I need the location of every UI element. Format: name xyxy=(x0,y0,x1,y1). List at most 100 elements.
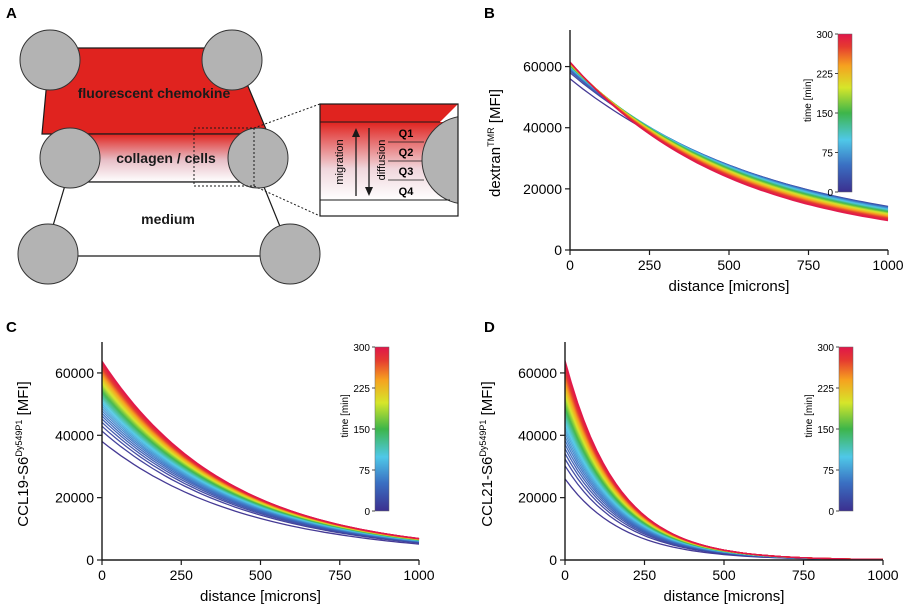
colorbar-tick-label: 150 xyxy=(816,109,833,120)
y-tick-label: 60000 xyxy=(523,59,562,75)
panel-letter-b: B xyxy=(484,5,495,22)
time-series-line xyxy=(564,392,884,561)
y-tick-label: 0 xyxy=(86,552,94,568)
time-series-line xyxy=(101,388,420,541)
time-series-line xyxy=(101,384,420,541)
series-lines xyxy=(569,61,889,222)
y-tick-label: 40000 xyxy=(55,427,94,443)
inset-pillar-circle xyxy=(421,116,458,204)
y-tick-label: 0 xyxy=(554,242,562,258)
colorbar-tick-label: 0 xyxy=(364,507,370,518)
time-series-line xyxy=(101,360,420,540)
time-series-line xyxy=(564,387,884,561)
y-axis-label: CCL19-S6Dy549P1 [MFI] xyxy=(14,381,32,526)
time-series-line xyxy=(564,373,884,561)
x-tick-label: 750 xyxy=(328,567,352,583)
colorbar-tick-label: 75 xyxy=(822,149,834,160)
time-series-line xyxy=(564,394,884,561)
time-series-line xyxy=(564,381,884,561)
y-tick-label: 60000 xyxy=(55,365,94,381)
zoom-connector xyxy=(253,103,321,129)
y-tick-label: 40000 xyxy=(523,120,562,136)
colorbar-label: time [min] xyxy=(804,394,815,438)
x-axis-label: distance [microns] xyxy=(664,588,785,605)
panel-letter-c: C xyxy=(6,319,17,336)
x-tick-label: 0 xyxy=(566,257,574,273)
y-tick-label: 20000 xyxy=(523,181,562,197)
inset-zoom: Q1 Q2 Q3 Q4 migration diffusion xyxy=(319,103,459,217)
colorbar-tick-label: 150 xyxy=(817,425,834,436)
time-series-line xyxy=(564,360,884,561)
x-tick-label: 500 xyxy=(712,567,736,583)
time-colorbar: 0 75 150 225 300 time [min] xyxy=(803,30,853,199)
time-series-line xyxy=(564,371,884,561)
y-tick-label: 20000 xyxy=(518,490,557,506)
time-series-line xyxy=(569,61,889,222)
colorbar-tick-label: 300 xyxy=(816,30,833,41)
time-series-line xyxy=(564,362,884,561)
x-axis-label: distance [microns] xyxy=(669,278,790,295)
x-tick-label: 250 xyxy=(633,567,657,583)
panel-d-chart: D0 250 500 750 10000200004000060000distance … xyxy=(478,319,899,605)
x-tick-label: 750 xyxy=(797,257,821,273)
time-series-line xyxy=(564,383,884,561)
panel-b-chart: B0 250 500 750 10000200004000060000distance … xyxy=(484,5,904,295)
time-series-line xyxy=(564,367,884,561)
series-lines xyxy=(101,360,420,545)
diffusion-label: diffusion xyxy=(376,140,388,181)
medium-chamber-label: medium xyxy=(141,211,195,227)
time-series-line xyxy=(101,440,420,545)
colorbar-gradient xyxy=(837,33,853,193)
pillar-circle xyxy=(17,223,79,285)
time-series-line xyxy=(101,390,420,541)
colorbar-tick-label: 0 xyxy=(828,507,834,518)
diffusion-down-arrow-icon xyxy=(365,128,373,196)
migration-label: migration xyxy=(334,139,346,184)
y-tick-label: 20000 xyxy=(55,490,94,506)
time-series-line xyxy=(564,379,884,561)
chemokine-chamber-label: fluorescent chemokine xyxy=(78,85,231,101)
pillar-circle xyxy=(227,127,289,189)
colorbar-label: time [min] xyxy=(340,394,351,438)
time-colorbar: 0 75 150 225 300 time [min] xyxy=(804,343,854,518)
x-tick-label: 500 xyxy=(249,567,273,583)
x-tick-label: 0 xyxy=(561,567,569,583)
x-tick-label: 1000 xyxy=(403,567,434,583)
zoom-region-box xyxy=(193,127,255,187)
quadrant-label-q3: Q3 xyxy=(399,166,414,178)
y-tick-label: 60000 xyxy=(518,365,557,381)
time-series-line xyxy=(564,375,884,561)
quadrant-label-q1: Q1 xyxy=(399,128,414,140)
time-series-line xyxy=(564,385,884,561)
colorbar-gradient xyxy=(374,346,390,512)
colorbar-tick-label: 225 xyxy=(353,384,370,395)
colorbar-gradient xyxy=(838,346,854,512)
time-series-line xyxy=(564,390,884,561)
collagen-chamber-label: collagen / cells xyxy=(116,150,216,166)
x-tick-label: 0 xyxy=(98,567,106,583)
pillar-circle xyxy=(19,29,81,91)
colorbar-label: time [min] xyxy=(803,78,814,122)
x-tick-label: 500 xyxy=(717,257,741,273)
time-series-line xyxy=(564,369,884,561)
time-series-line xyxy=(101,374,420,540)
quadrant-label-q4: Q4 xyxy=(399,186,415,198)
panel-a-schematic: A fluorescent chemokine collagen / cells… xyxy=(6,5,459,285)
quadrant-label-q2: Q2 xyxy=(399,147,414,159)
y-tick-label: 40000 xyxy=(518,427,557,443)
pillar-circle xyxy=(39,127,101,189)
time-series-line xyxy=(564,365,884,561)
colorbar-tick-label: 225 xyxy=(817,384,834,395)
colorbar-tick-label: 300 xyxy=(817,343,834,354)
migration-up-arrow-icon xyxy=(352,128,360,196)
y-axis-label: dextranTMR [MFI] xyxy=(486,89,504,197)
pillar-circle xyxy=(201,29,263,91)
panel-c-chart: C0 250 500 750 10000200004000060000distance … xyxy=(6,319,435,605)
colorbar-tick-label: 150 xyxy=(353,425,370,436)
colorbar-tick-label: 300 xyxy=(353,343,370,354)
time-series-line xyxy=(101,430,420,544)
time-colorbar: 0 75 150 225 300 time [min] xyxy=(340,343,390,518)
series-lines xyxy=(564,360,884,561)
colorbar-tick-label: 0 xyxy=(827,188,833,199)
